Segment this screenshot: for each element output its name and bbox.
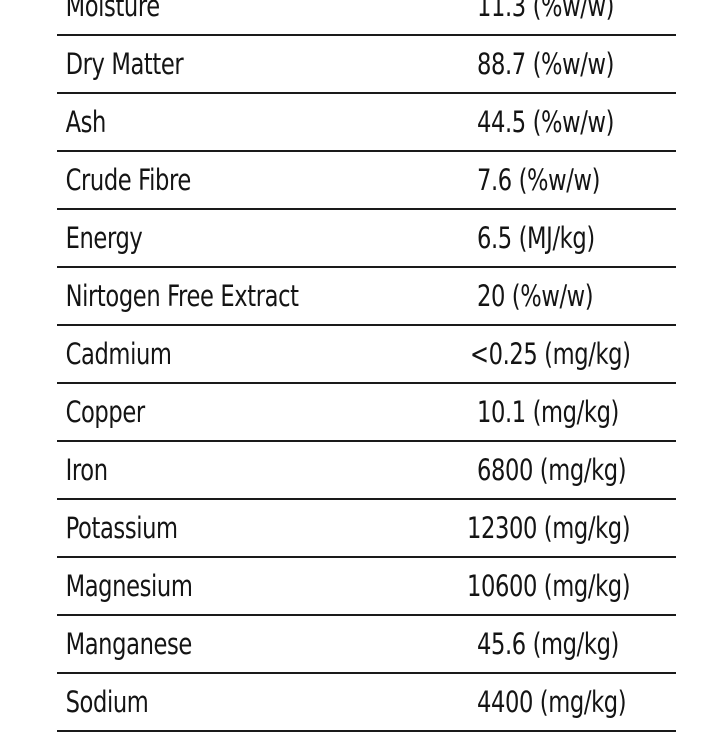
row-label: Crude Fibre	[65, 163, 192, 197]
row-label: Cadmium	[65, 337, 172, 371]
row-label: Manganese	[65, 627, 193, 661]
row-value: 4400 (mg/kg)	[477, 685, 627, 719]
row-value: 45.6 (mg/kg)	[477, 627, 619, 661]
row-label: Sodium	[65, 685, 149, 719]
row-value: 10600 (mg/kg)	[466, 569, 631, 603]
row-value: 6.5 (MJ/kg)	[477, 221, 595, 255]
table-row: Copper 10.1 (mg/kg)	[57, 384, 676, 442]
row-value: 10.1 (mg/kg)	[477, 395, 619, 429]
row-label: Energy	[65, 221, 143, 255]
row-value: <0.25 (mg/kg)	[470, 337, 631, 371]
row-label: Moisture	[65, 0, 161, 23]
row-label: Dry Matter	[65, 47, 184, 81]
row-value: 7.6 (%w/w)	[477, 163, 601, 197]
table-row: Crude Fibre 7.6 (%w/w)	[57, 152, 676, 210]
row-label: Magnesium	[65, 569, 193, 603]
row-value: 88.7 (%w/w)	[477, 47, 615, 81]
table-row: Sodium 4400 (mg/kg)	[57, 674, 676, 732]
row-value: 20 (%w/w)	[477, 279, 594, 313]
table-row: Magnesium 10600 (mg/kg)	[57, 558, 676, 616]
row-value: 11.3 (%w/w)	[477, 0, 615, 23]
row-value: 12300 (mg/kg)	[466, 511, 631, 545]
row-label: Ash	[65, 105, 107, 139]
table-row: Moisture 11.3 (%w/w)	[57, 0, 676, 36]
row-value: 6800 (mg/kg)	[477, 453, 627, 487]
table-row: Iron 6800 (mg/kg)	[57, 442, 676, 500]
row-label: Potassium	[65, 511, 179, 545]
table-row: Dry Matter 88.7 (%w/w)	[57, 36, 676, 94]
table-row: Potassium 12300 (mg/kg)	[57, 500, 676, 558]
row-label: Copper	[65, 395, 146, 429]
table-row: Manganese 45.6 (mg/kg)	[57, 616, 676, 674]
row-label: Nirtogen Free Extract	[65, 279, 299, 313]
table-row: Nirtogen Free Extract 20 (%w/w)	[57, 268, 676, 326]
row-value: 44.5 (%w/w)	[477, 105, 615, 139]
table-row: Energy 6.5 (MJ/kg)	[57, 210, 676, 268]
table-row: Cadmium <0.25 (mg/kg)	[57, 326, 676, 384]
table-row: Ash 44.5 (%w/w)	[57, 94, 676, 152]
nutrient-table: Moisture 11.3 (%w/w) Dry Matter 88.7 (%w…	[57, 0, 676, 732]
row-label: Iron	[65, 453, 108, 487]
